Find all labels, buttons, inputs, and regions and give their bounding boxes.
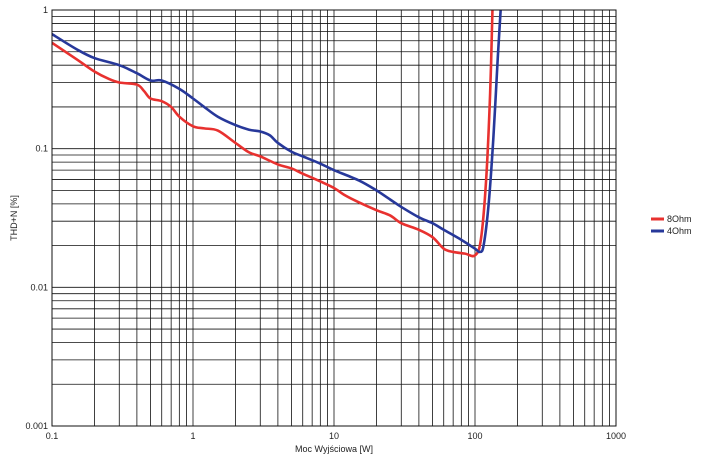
y-tick-label: 1 <box>43 5 48 15</box>
x-tick-label: 1 <box>190 431 195 441</box>
x-tick-labels: 0.1 1 10 100 1000 <box>46 431 626 441</box>
legend: 8Ohm 4Ohm <box>651 214 692 236</box>
x-tick-label: 1000 <box>606 431 626 441</box>
series-line-8ohm <box>52 10 494 258</box>
x-axis-label: Moc Wyjściowa [W] <box>295 444 373 454</box>
x-tick-label: 10 <box>329 431 339 441</box>
legend-label-8ohm: 8Ohm <box>667 214 692 224</box>
y-axis-label: THD+N [%] <box>9 195 19 241</box>
y-tick-labels: 1 0.1 0.01 0.001 <box>25 5 48 431</box>
x-tick-label: 100 <box>467 431 482 441</box>
y-tick-label: 0.1 <box>35 144 48 154</box>
plot-frame <box>51 9 617 427</box>
chart-series <box>52 10 502 258</box>
x-tick-label: 0.1 <box>46 431 59 441</box>
legend-label-4ohm: 4Ohm <box>667 226 692 236</box>
y-tick-label: 0.01 <box>30 282 48 292</box>
y-tick-label: 0.001 <box>25 421 48 431</box>
series-line-4ohm <box>52 10 502 254</box>
